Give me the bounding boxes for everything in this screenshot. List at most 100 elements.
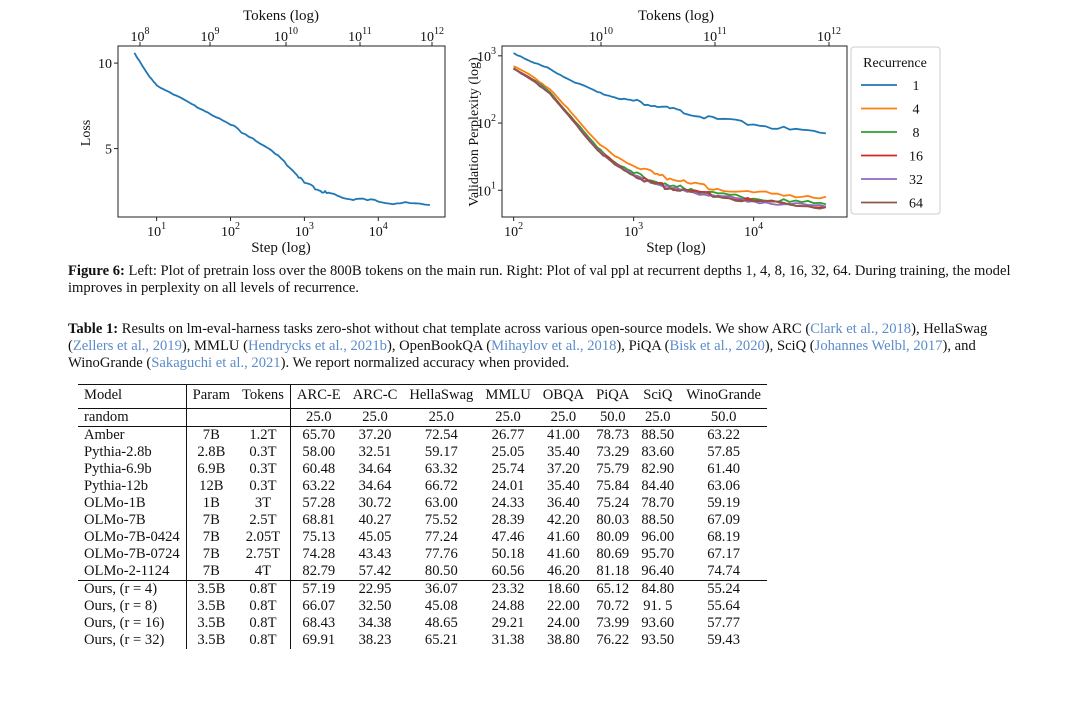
col-header: MMLU — [485, 387, 531, 403]
table-row: OLMo-2-1124 7B 4T 82.79 57.42 80.50 60.56 46.20… — [78, 563, 768, 581]
value-cell: 34.64 — [358, 478, 392, 494]
cite-welbl[interactable]: Johannes Welbl, 2017 — [814, 338, 943, 354]
cite-sakaguchi[interactable]: Sakaguchi et al., 2021 — [151, 355, 281, 371]
cite-clark[interactable]: Clark et al., 2018 — [810, 321, 912, 337]
model-name-cell: Ours, (r = 4) — [84, 581, 158, 597]
value-cell: 7B — [185, 563, 236, 581]
value-cell: 67.17 — [707, 546, 741, 562]
value-cell: 59.19 — [707, 495, 741, 511]
figure-caption-label: Figure 6: — [68, 263, 125, 279]
value-cell: 60.48 — [289, 461, 347, 478]
cite-hendrycks[interactable]: Hendrycks et al., 2021b — [247, 338, 387, 354]
value-cell: 3T — [254, 495, 272, 511]
value-cell: 38.23 — [358, 632, 392, 648]
series-line-4 — [513, 65, 827, 200]
value-cell: 42.20 — [547, 512, 580, 528]
value-cell: 74.28 — [289, 546, 347, 563]
series-line-64 — [513, 67, 827, 210]
left-top-ticks: 108 109 1010 1011 1012 — [131, 26, 444, 46]
value-cell: 93.50 — [641, 632, 675, 648]
value-cell: 66.07 — [289, 598, 347, 615]
table-row-ours: Ours, (r = 8) 3.5B 0.8T 66.07 32.50 45.08 24.8… — [78, 598, 767, 615]
left-y-ticks: 10 5 — [98, 57, 118, 158]
bottom-tick-label: 104 — [369, 221, 388, 240]
table-row: Pythia-12b 12B 0.3T 63.22 34.64 66.72 24.01 35.… — [78, 478, 767, 495]
table-row: Pythia-6.9b 6.9B 0.3T 60.48 34.64 63.32 25.74 3… — [78, 461, 767, 478]
value-cell: 50.0 — [710, 409, 737, 425]
value-cell: 96.00 — [641, 529, 675, 545]
value-cell: 59.43 — [707, 632, 741, 648]
caption-text: ), SciQ ( — [764, 338, 815, 354]
value-cell: 23.32 — [491, 581, 525, 597]
col-header: Model — [84, 387, 123, 403]
bottom-tick-label-exp: 4 — [383, 221, 388, 232]
top-tick-label-base: 10 — [703, 30, 717, 45]
bottom-tick-label-base: 10 — [504, 225, 518, 240]
value-cell: 95.70 — [641, 546, 675, 562]
value-cell: 31.38 — [491, 632, 525, 648]
value-cell: 91. 5 — [643, 598, 673, 614]
model-name-cell: OLMo-7B-0724 — [84, 546, 180, 562]
value-cell: 25.05 — [491, 444, 525, 460]
right-xlabel: Step (log) — [646, 240, 706, 256]
bottom-tick-label-base: 10 — [744, 225, 758, 240]
legend: Recurrence 1 4 8 16 32 64 — [850, 46, 941, 215]
model-name-cell: Pythia-2.8b — [84, 444, 152, 460]
model-name-cell: Amber — [84, 427, 125, 443]
model-name-cell: OLMo-1B — [84, 495, 146, 511]
col-header: HellaSwag — [409, 387, 474, 403]
value-cell: 41.00 — [547, 427, 580, 443]
legend-label-4: 4 — [913, 103, 920, 118]
value-cell — [185, 408, 236, 427]
value-cell: 74.74 — [707, 563, 741, 579]
value-cell: 30.72 — [358, 495, 392, 511]
value-cell: 72.54 — [424, 427, 458, 443]
value-cell: 43.43 — [358, 546, 392, 562]
bottom-tick-label: 102 — [221, 221, 240, 240]
value-cell: 80.69 — [596, 546, 630, 562]
value-cell: 55.64 — [707, 598, 741, 614]
value-cell: 0.3T — [249, 444, 277, 460]
value-cell: 63.22 — [289, 478, 347, 495]
top-tick-label-exp: 11 — [362, 26, 372, 37]
model-name-cell: OLMo-7B — [84, 512, 146, 528]
value-cell: 68.81 — [289, 512, 347, 529]
value-cell: 24.01 — [491, 478, 525, 494]
value-cell: 1.2T — [249, 427, 277, 443]
model-name-cell: Pythia-12b — [84, 478, 149, 494]
value-cell: 0.8T — [249, 615, 277, 631]
value-cell: 75.52 — [424, 512, 458, 528]
top-tick-label-exp: 12 — [831, 26, 841, 37]
value-cell: 76.22 — [596, 632, 630, 648]
value-cell: 7B — [185, 512, 236, 529]
series-line-8 — [513, 67, 827, 206]
value-cell: 25.0 — [362, 409, 388, 425]
bottom-tick-label-base: 10 — [221, 225, 235, 240]
cite-mihaylov[interactable]: Mihaylov et al., 2018 — [491, 338, 617, 354]
value-cell: 38.80 — [547, 632, 580, 648]
col-header: ARC-C — [352, 387, 398, 403]
table-caption-label: Table 1: — [68, 321, 119, 337]
value-cell: 4T — [254, 563, 272, 579]
value-cell: 35.40 — [547, 444, 580, 460]
value-cell: 63.06 — [707, 478, 741, 494]
bottom-tick-label-base: 10 — [147, 225, 161, 240]
cite-zellers[interactable]: Zellers et al., 2019 — [72, 338, 182, 354]
model-name-cell: OLMo-7B-0424 — [84, 529, 180, 545]
value-cell: 75.79 — [596, 461, 630, 477]
table-row: OLMo-7B-0424 7B 2.05T 75.13 45.05 77.24 47.46 4… — [78, 529, 767, 546]
value-cell: 69.91 — [289, 632, 347, 649]
left-xlabel: Step (log) — [251, 240, 311, 256]
col-header: OBQA — [542, 387, 585, 403]
value-cell: 80.09 — [596, 529, 630, 545]
right-panel: Tokens (log) 1010 1011 1012 102 103 104 1031… — [467, 8, 941, 256]
series-line-1 — [513, 52, 827, 135]
caption-text: ), HellaSwag ( — [68, 321, 988, 354]
value-cell: 63.32 — [424, 461, 458, 477]
value-cell: 46.20 — [547, 563, 580, 579]
value-cell: 63.22 — [707, 427, 741, 443]
value-cell: 2.8B — [185, 444, 236, 461]
value-cell: 7B — [185, 529, 236, 546]
cite-bisk[interactable]: Bisk et al., 2020 — [669, 338, 765, 354]
